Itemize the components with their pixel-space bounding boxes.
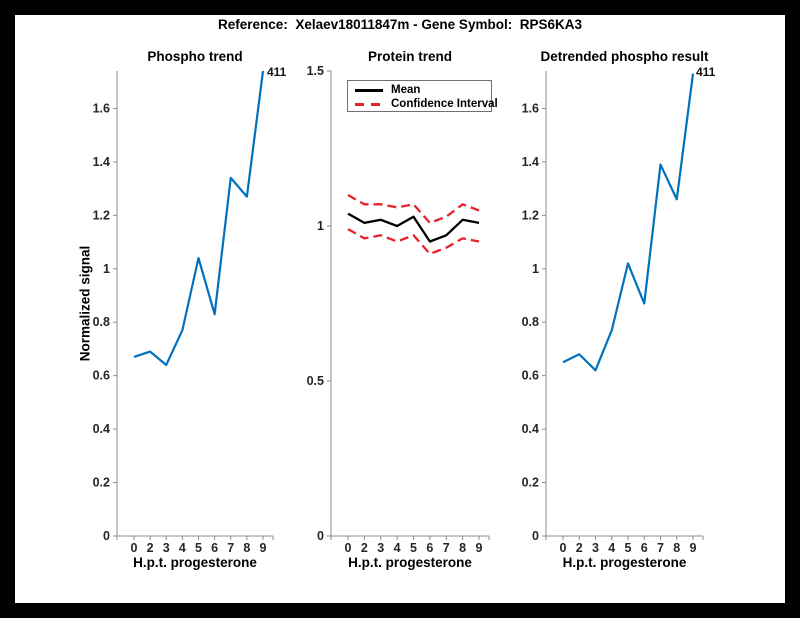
y-tick-label: 0.8 <box>522 315 539 329</box>
legend-ci-label: Confidence Interval <box>391 98 498 110</box>
x-tick-label: 4 <box>179 541 186 555</box>
y-tick-label: 0.6 <box>522 369 539 383</box>
plot3-endpoint-label: 411 <box>696 65 716 79</box>
legend-ci-line-sample <box>355 102 383 106</box>
x-tick-label: 9 <box>260 541 267 555</box>
legend-box: Mean Confidence Interval <box>347 80 498 112</box>
y-tick-label: 1 <box>532 262 539 276</box>
x-tick-label: 0 <box>345 541 352 555</box>
y-tick-label: 1.4 <box>93 155 110 169</box>
y-tick-label: 0.4 <box>522 422 539 436</box>
plot2-xlabel: H.p.t. progesterone <box>348 555 472 570</box>
y-tick-label: 1.5 <box>307 64 324 78</box>
x-tick-label: 2 <box>147 541 154 555</box>
legend-entry-mean: Mean <box>355 83 491 97</box>
x-tick-label: 9 <box>690 541 697 555</box>
y-tick-label: 0 <box>317 529 324 543</box>
series-line-ci_lower <box>347 228 480 256</box>
y-tick-label: 0.5 <box>307 374 324 388</box>
y-tick-label: 0.2 <box>93 476 110 490</box>
plot1-xlabel: H.p.t. progesterone <box>133 555 257 570</box>
x-tick-label: 0 <box>131 541 138 555</box>
x-tick-label: 3 <box>592 541 599 555</box>
series-line-phospho_signal <box>133 70 265 367</box>
plot1-ylabel-text: Normalized signal <box>77 245 93 362</box>
x-tick-label: 7 <box>227 541 234 555</box>
figure-title: Reference: Xelaev18011847m - Gene Symbol… <box>218 17 582 32</box>
y-tick-label: 1.2 <box>93 208 110 222</box>
legend-mean-label: Mean <box>391 84 421 96</box>
y-tick-label: 1.2 <box>522 208 539 222</box>
y-tick-label: 0.2 <box>522 476 539 490</box>
y-tick-label: 0 <box>103 529 110 543</box>
figure-canvas <box>15 15 785 603</box>
legend-mean-line-sample <box>355 88 383 92</box>
x-tick-label: 5 <box>625 541 632 555</box>
plot1-endpoint-label: 411 <box>267 65 287 79</box>
series-line-detrended_phospho <box>562 73 695 372</box>
x-tick-label: 6 <box>426 541 433 555</box>
y-tick-label: 1.4 <box>522 155 539 169</box>
series-line-mean <box>347 212 480 243</box>
y-tick-label: 1 <box>317 219 324 233</box>
y-tick-label: 1 <box>103 262 110 276</box>
x-tick-label: 2 <box>576 541 583 555</box>
y-tick-label: 1.6 <box>93 101 110 115</box>
x-tick-label: 6 <box>211 541 218 555</box>
y-tick-label: 0.6 <box>93 369 110 383</box>
y-tick-label: 0.4 <box>93 422 110 436</box>
x-tick-label: 5 <box>410 541 417 555</box>
plot3-xlabel: H.p.t. progesterone <box>562 555 687 570</box>
y-tick-label: 0.8 <box>93 315 110 329</box>
x-tick-label: 2 <box>361 541 368 555</box>
x-tick-label: 7 <box>657 541 664 555</box>
plot3-title: Detrended phospho result <box>540 49 709 64</box>
y-tick-label: 0 <box>532 529 539 543</box>
x-tick-label: 8 <box>673 541 680 555</box>
x-tick-label: 8 <box>459 541 466 555</box>
x-tick-label: 5 <box>195 541 202 555</box>
plot1-ylabel: Normalized signal <box>62 71 108 536</box>
x-tick-label: 7 <box>443 541 450 555</box>
x-tick-label: 4 <box>608 541 615 555</box>
x-tick-label: 8 <box>243 541 250 555</box>
x-tick-label: 3 <box>377 541 384 555</box>
plot1-title: Phospho trend <box>147 49 243 64</box>
legend-entry-ci: Confidence Interval <box>355 97 498 111</box>
x-tick-label: 6 <box>641 541 648 555</box>
x-tick-label: 3 <box>163 541 170 555</box>
plot2-title: Protein trend <box>367 49 452 64</box>
x-tick-label: 4 <box>394 541 401 555</box>
y-tick-label: 1.6 <box>522 101 539 115</box>
x-tick-label: 9 <box>476 541 483 555</box>
x-tick-label: 0 <box>560 541 567 555</box>
